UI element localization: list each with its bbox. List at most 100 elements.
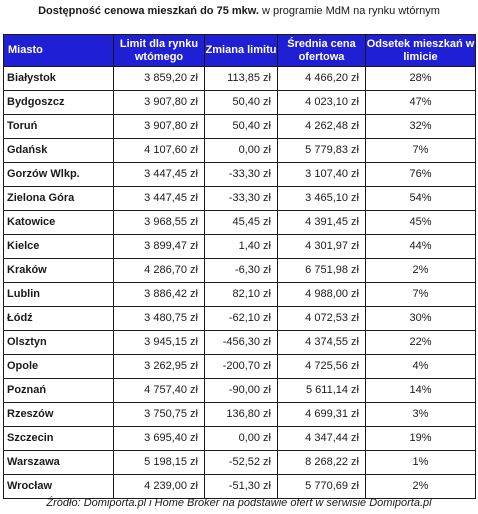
city-cell: Warszawa (3, 450, 114, 475)
table-row: Szczecin 3 695,40 zł 0,00 zł 4 347,44 zł 19% (3, 426, 476, 451)
table-row: Zielona Góra 3 447,45 zł -33,30 zł 3 465,10… (3, 186, 476, 211)
limit-cell: 4 757,40 zł (113, 378, 205, 403)
header-city: Miasto (3, 34, 114, 67)
change-cell: 136,80 zł (204, 402, 278, 427)
change-cell: -51,30 zł (204, 474, 278, 499)
limit-cell: 3 886,42 zł (113, 282, 205, 307)
title-rest-part: w programie MdM na rynku wtórnym (258, 5, 440, 17)
limit-cell: 3 750,75 zł (113, 402, 205, 427)
city-cell: Toruń (3, 114, 114, 139)
limit-cell: 3 945,15 zł (113, 330, 205, 355)
limit-cell: 3 695,40 zł (113, 426, 205, 451)
city-cell: Wrocław (3, 474, 114, 499)
avg-price-cell: 4 347,44 zł (277, 426, 366, 451)
share-cell: 3% (365, 402, 476, 427)
city-cell: Olsztyn (3, 330, 114, 355)
header-avg-price: Średnia cena ofertowa (277, 34, 366, 67)
limit-cell: 3 262,95 zł (113, 354, 205, 379)
table-body: Białystok 3 859,20 zł 113,85 zł 4 466,20 zł… (3, 66, 476, 499)
share-cell: 1% (365, 450, 476, 475)
city-cell: Rzeszów (3, 402, 114, 427)
table-row: Gdańsk 4 107,60 zł 0,00 zł 5 779,83 zł 7% (3, 138, 476, 163)
city-cell: Opole (3, 354, 114, 379)
limit-cell: 3 447,45 zł (113, 162, 205, 187)
share-cell: 22% (365, 330, 476, 355)
avg-price-cell: 6 751,98 zł (277, 258, 366, 283)
share-cell: 2% (365, 474, 476, 499)
header-row: Miasto Limit dla rynku wtómego Zmiana li… (3, 34, 476, 67)
table-row: Bydgoszcz 3 907,80 zł 50,40 zł 4 023,10 zł 4… (3, 90, 476, 115)
city-cell: Kielce (3, 234, 114, 259)
city-cell: Szczecin (3, 426, 114, 451)
city-cell: Poznań (3, 378, 114, 403)
city-cell: Gdańsk (3, 138, 114, 163)
table-row: Olsztyn 3 945,15 zł -456,30 zł 4 374,55 zł 2… (3, 330, 476, 355)
change-cell: 0,00 zł (204, 426, 278, 451)
share-cell: 30% (365, 306, 476, 331)
share-cell: 4% (365, 354, 476, 379)
avg-price-cell: 5 779,83 zł (277, 138, 366, 163)
limit-cell: 5 198,15 zł (113, 450, 205, 475)
avg-price-cell: 4 466,20 zł (277, 66, 366, 91)
change-cell: 50,40 zł (204, 90, 278, 115)
table-row: Kielce 3 899,47 zł 1,40 zł 4 301,97 zł 44% (3, 234, 476, 259)
city-cell: Bydgoszcz (3, 90, 114, 115)
table-row: Łódź 3 480,75 zł -62,10 zł 4 072,53 zł 30% (3, 306, 476, 331)
change-cell: -90,00 zł (204, 378, 278, 403)
change-cell: -33,30 zł (204, 186, 278, 211)
avg-price-cell: 4 725,56 zł (277, 354, 366, 379)
share-cell: 45% (365, 210, 476, 235)
table-header: Miasto Limit dla rynku wtómego Zmiana li… (3, 34, 476, 67)
avg-price-cell: 4 988,00 zł (277, 282, 366, 307)
header-share: Odsetek mieszkań w limicie (365, 34, 476, 67)
header-limit: Limit dla rynku wtómego (113, 34, 205, 67)
avg-price-cell: 3 107,40 zł (277, 162, 366, 187)
table-row: Kraków 4 286,70 zł -6,30 zł 6 751,98 zł 2% (3, 258, 476, 283)
avg-price-cell: 5 770,69 zł (277, 474, 366, 499)
change-cell: -200,70 zł (204, 354, 278, 379)
limit-cell: 3 447,45 zł (113, 186, 205, 211)
change-cell: -62,10 zł (204, 306, 278, 331)
table-row: Katowice 3 968,55 zł 45,45 zł 4 391,45 zł 45… (3, 210, 476, 235)
avg-price-cell: 8 268,22 zł (277, 450, 366, 475)
change-cell: 1,40 zł (204, 234, 278, 259)
share-cell: 54% (365, 186, 476, 211)
city-cell: Lublin (3, 282, 114, 307)
document-title: Dostępność cenowa mieszkań do 75 mkw. w … (0, 4, 478, 18)
limit-cell: 4 286,70 zł (113, 258, 205, 283)
table-row: Warszawa 5 198,15 zł -52,52 zł 8 268,22 zł 1… (3, 450, 476, 475)
table-row: Opole 3 262,95 zł -200,70 zł 4 725,56 zł 4% (3, 354, 476, 379)
change-cell: 113,85 zł (204, 66, 278, 91)
table-row: Rzeszów 3 750,75 zł 136,80 zł 4 699,31 zł 3% (3, 402, 476, 427)
avg-price-cell: 4 072,53 zł (277, 306, 366, 331)
share-cell: 7% (365, 138, 476, 163)
limit-cell: 3 907,80 zł (113, 114, 205, 139)
city-cell: Kraków (3, 258, 114, 283)
change-cell: -456,30 zł (204, 330, 278, 355)
change-cell: 0,00 zł (204, 138, 278, 163)
table-row: Poznań 4 757,40 zł -90,00 zł 5 611,14 zł 14% (3, 378, 476, 403)
share-cell: 44% (365, 234, 476, 259)
change-cell: 45,45 zł (204, 210, 278, 235)
table-row: Toruń 3 907,80 zł 50,40 zł 4 262,48 zł 32% (3, 114, 476, 139)
change-cell: -33,30 zł (204, 162, 278, 187)
avg-price-cell: 4 301,97 zł (277, 234, 366, 259)
change-cell: 50,40 zł (204, 114, 278, 139)
change-cell: -6,30 zł (204, 258, 278, 283)
limit-cell: 3 859,20 zł (113, 66, 205, 91)
limit-cell: 3 899,47 zł (113, 234, 205, 259)
avg-price-cell: 4 023,10 zł (277, 90, 366, 115)
limit-cell: 4 107,60 zł (113, 138, 205, 163)
share-cell: 76% (365, 162, 476, 187)
share-cell: 28% (365, 66, 476, 91)
share-cell: 19% (365, 426, 476, 451)
share-cell: 14% (365, 378, 476, 403)
city-cell: Katowice (3, 210, 114, 235)
share-cell: 47% (365, 90, 476, 115)
change-cell: -52,52 zł (204, 450, 278, 475)
limit-cell: 4 239,00 zł (113, 474, 205, 499)
limit-cell: 3 968,55 zł (113, 210, 205, 235)
price-table: Miasto Limit dla rynku wtómego Zmiana li… (3, 34, 476, 499)
table-row: Wrocław 4 239,00 zł -51,30 zł 5 770,69 zł 2% (3, 474, 476, 499)
